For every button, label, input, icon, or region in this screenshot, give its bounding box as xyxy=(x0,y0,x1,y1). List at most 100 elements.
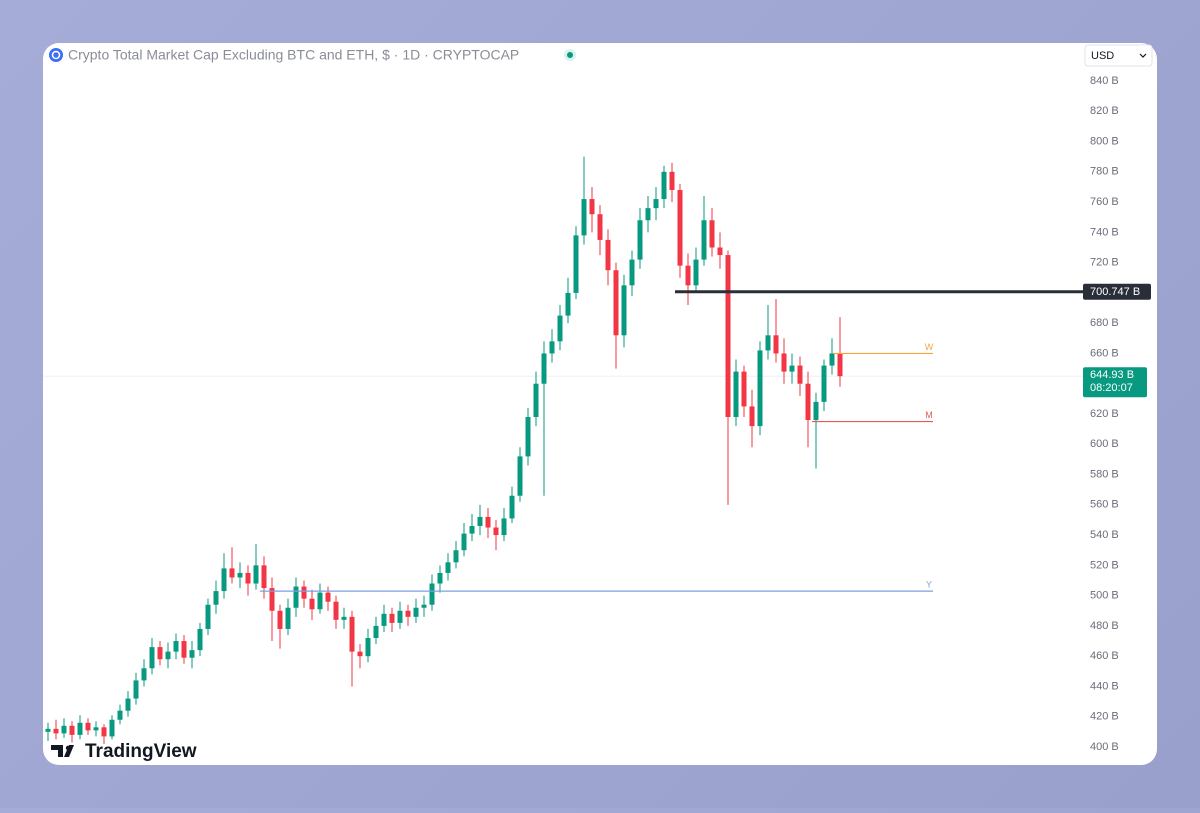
y-tick-label: 540 B xyxy=(1090,529,1119,541)
candle-body xyxy=(669,171,675,190)
countdown-label: 08:20:07 xyxy=(1090,382,1133,394)
candle-body xyxy=(45,728,51,732)
y-tick-label: 820 B xyxy=(1090,105,1119,117)
y-tick-label: 520 B xyxy=(1090,559,1119,571)
y-tick-label: 600 B xyxy=(1090,438,1119,450)
candle-body xyxy=(85,722,91,731)
candle-body xyxy=(821,365,827,402)
candle-body xyxy=(373,625,379,639)
candle-body xyxy=(461,533,467,551)
y-tick-label: 420 B xyxy=(1090,711,1119,723)
candle-body xyxy=(437,572,443,584)
y-tick-label: 620 B xyxy=(1090,408,1119,420)
candle-body xyxy=(197,628,203,651)
plot-area: W M Y xyxy=(43,156,1083,744)
symbol-icon xyxy=(49,48,63,62)
candle-body xyxy=(621,285,627,336)
candle-body xyxy=(53,728,59,734)
candle-body xyxy=(637,220,643,260)
candle-body xyxy=(573,235,579,293)
candle-body xyxy=(653,199,659,209)
candle-body xyxy=(405,610,411,617)
candle-body xyxy=(661,171,667,200)
candle-body xyxy=(501,518,507,536)
candle-body xyxy=(333,601,339,620)
candle-body xyxy=(277,610,283,629)
candle-body xyxy=(605,239,611,271)
candle-body xyxy=(645,208,651,221)
candle-body xyxy=(261,565,267,589)
candle-body xyxy=(757,350,763,427)
candle-body xyxy=(341,616,347,620)
candle-body xyxy=(709,220,715,248)
candle-body xyxy=(741,371,747,407)
candle-body xyxy=(509,495,515,519)
y-tick-label: 780 B xyxy=(1090,166,1119,178)
candle-body xyxy=(565,292,571,316)
status-dot xyxy=(567,52,573,58)
candle-body xyxy=(413,607,419,617)
candle-body xyxy=(789,365,795,372)
candle-body xyxy=(805,383,811,421)
candle-body xyxy=(397,610,403,623)
brand-logo-dot xyxy=(65,745,71,751)
y-tick-label: 760 B xyxy=(1090,196,1119,208)
candle-body xyxy=(381,613,387,626)
level-label: W xyxy=(925,342,934,352)
candle-body xyxy=(237,572,243,578)
marked-level-label: 700.747 B xyxy=(1090,286,1140,298)
candle-body xyxy=(685,265,691,286)
candle-body xyxy=(229,568,235,578)
candle-body xyxy=(749,406,755,427)
chart-card xyxy=(43,43,1157,765)
chart-title: Crypto Total Market Cap Excluding BTC an… xyxy=(68,47,519,63)
candle-body xyxy=(309,598,315,610)
y-tick-label: 660 B xyxy=(1090,347,1119,359)
candle-body xyxy=(125,698,131,711)
candle-body xyxy=(477,516,483,527)
candle-body xyxy=(733,371,739,418)
candle-body xyxy=(101,727,107,737)
candle-body xyxy=(213,591,219,605)
level-label: Y xyxy=(926,579,932,589)
candle-body xyxy=(317,592,323,610)
candle-body xyxy=(717,247,723,256)
candle-body xyxy=(781,353,787,372)
candle-body xyxy=(245,572,251,584)
candle-body xyxy=(597,214,603,240)
candle-body xyxy=(677,189,683,266)
candle-body xyxy=(269,588,275,611)
candle-body xyxy=(445,562,451,573)
marked-level-badge xyxy=(1083,283,1151,300)
candle-body xyxy=(285,607,291,629)
candle-body xyxy=(829,353,835,366)
y-tick-label: 800 B xyxy=(1090,135,1119,147)
candle-body xyxy=(357,651,363,657)
candle-body xyxy=(421,604,427,608)
candle-body xyxy=(725,255,731,418)
candle-body xyxy=(117,710,123,720)
symbol-icon-ring xyxy=(51,50,61,60)
y-tick-label: 400 B xyxy=(1090,741,1119,753)
dropdown-arrow xyxy=(1139,53,1147,58)
y-tick-label: 500 B xyxy=(1090,590,1119,602)
candle-body xyxy=(813,401,819,421)
candle-body xyxy=(93,727,99,731)
candle-body xyxy=(797,365,803,384)
y-tick-label: 680 B xyxy=(1090,317,1119,329)
candle-body xyxy=(765,335,771,351)
last-price-label: 644.93 B xyxy=(1090,369,1134,381)
y-tick-label: 580 B xyxy=(1090,468,1119,480)
candle-body xyxy=(181,641,187,658)
candle-body xyxy=(557,315,563,342)
candle-body xyxy=(589,199,595,215)
y-tick-label: 460 B xyxy=(1090,650,1119,662)
candle-body xyxy=(349,616,355,652)
candle-body xyxy=(365,638,371,657)
candle-body xyxy=(253,565,259,584)
y-tick-label: 440 B xyxy=(1090,680,1119,692)
candle-body xyxy=(141,668,147,681)
candle-body xyxy=(157,647,163,660)
currency-select[interactable] xyxy=(1084,44,1153,67)
